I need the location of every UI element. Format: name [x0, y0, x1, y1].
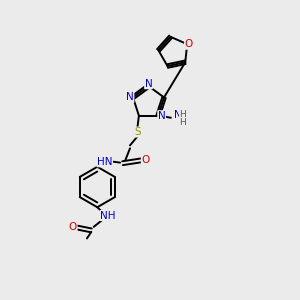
Text: N: N: [145, 79, 152, 89]
Text: S: S: [134, 127, 141, 137]
Text: H: H: [179, 110, 186, 119]
Text: O: O: [69, 222, 77, 233]
Text: O: O: [141, 155, 150, 165]
Text: O: O: [184, 39, 193, 49]
Text: H: H: [179, 118, 186, 127]
Text: N: N: [158, 111, 166, 121]
Text: NH: NH: [100, 211, 116, 220]
Text: N: N: [174, 110, 181, 120]
Text: HN: HN: [97, 157, 112, 167]
Text: N: N: [126, 92, 134, 102]
